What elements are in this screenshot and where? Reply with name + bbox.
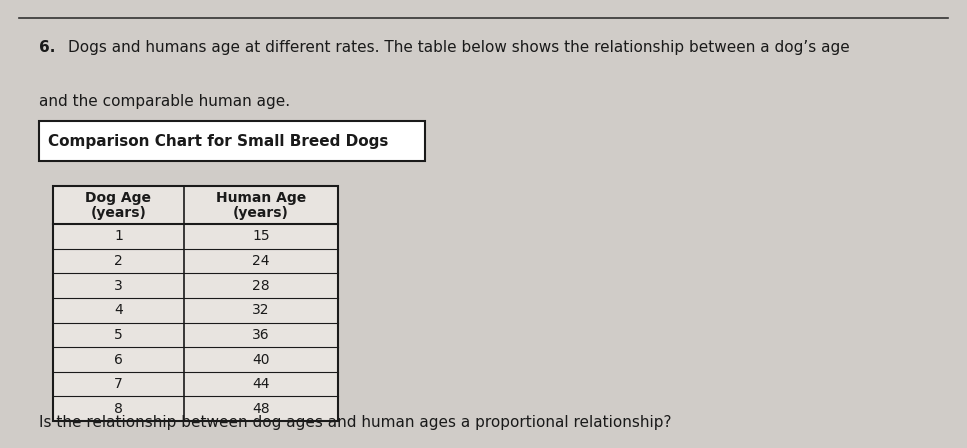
Text: (years): (years): [91, 206, 146, 220]
Text: 44: 44: [252, 377, 270, 391]
Text: 24: 24: [252, 254, 270, 268]
Text: 8: 8: [114, 402, 123, 416]
Text: 5: 5: [114, 328, 123, 342]
Text: 6: 6: [114, 353, 123, 366]
Text: 4: 4: [114, 303, 123, 317]
FancyBboxPatch shape: [53, 186, 338, 421]
Text: Dogs and humans age at different rates. The table below shows the relationship b: Dogs and humans age at different rates. …: [68, 40, 849, 55]
Text: 7: 7: [114, 377, 123, 391]
Text: 15: 15: [252, 229, 270, 243]
Text: and the comparable human age.: and the comparable human age.: [39, 94, 290, 109]
Text: 40: 40: [252, 353, 270, 366]
Text: 3: 3: [114, 279, 123, 293]
Text: 6.: 6.: [39, 40, 55, 55]
Text: Human Age: Human Age: [216, 191, 307, 205]
Text: 32: 32: [252, 303, 270, 317]
Text: 2: 2: [114, 254, 123, 268]
Text: Dog Age: Dog Age: [85, 191, 152, 205]
FancyBboxPatch shape: [39, 121, 425, 161]
Text: Comparison Chart for Small Breed Dogs: Comparison Chart for Small Breed Dogs: [48, 134, 389, 149]
Text: 36: 36: [252, 328, 270, 342]
Text: 28: 28: [252, 279, 270, 293]
Text: 48: 48: [252, 402, 270, 416]
Text: (years): (years): [233, 206, 289, 220]
Text: Is the relationship between dog ages and human ages a proportional relationship?: Is the relationship between dog ages and…: [39, 415, 671, 430]
Text: 1: 1: [114, 229, 123, 243]
